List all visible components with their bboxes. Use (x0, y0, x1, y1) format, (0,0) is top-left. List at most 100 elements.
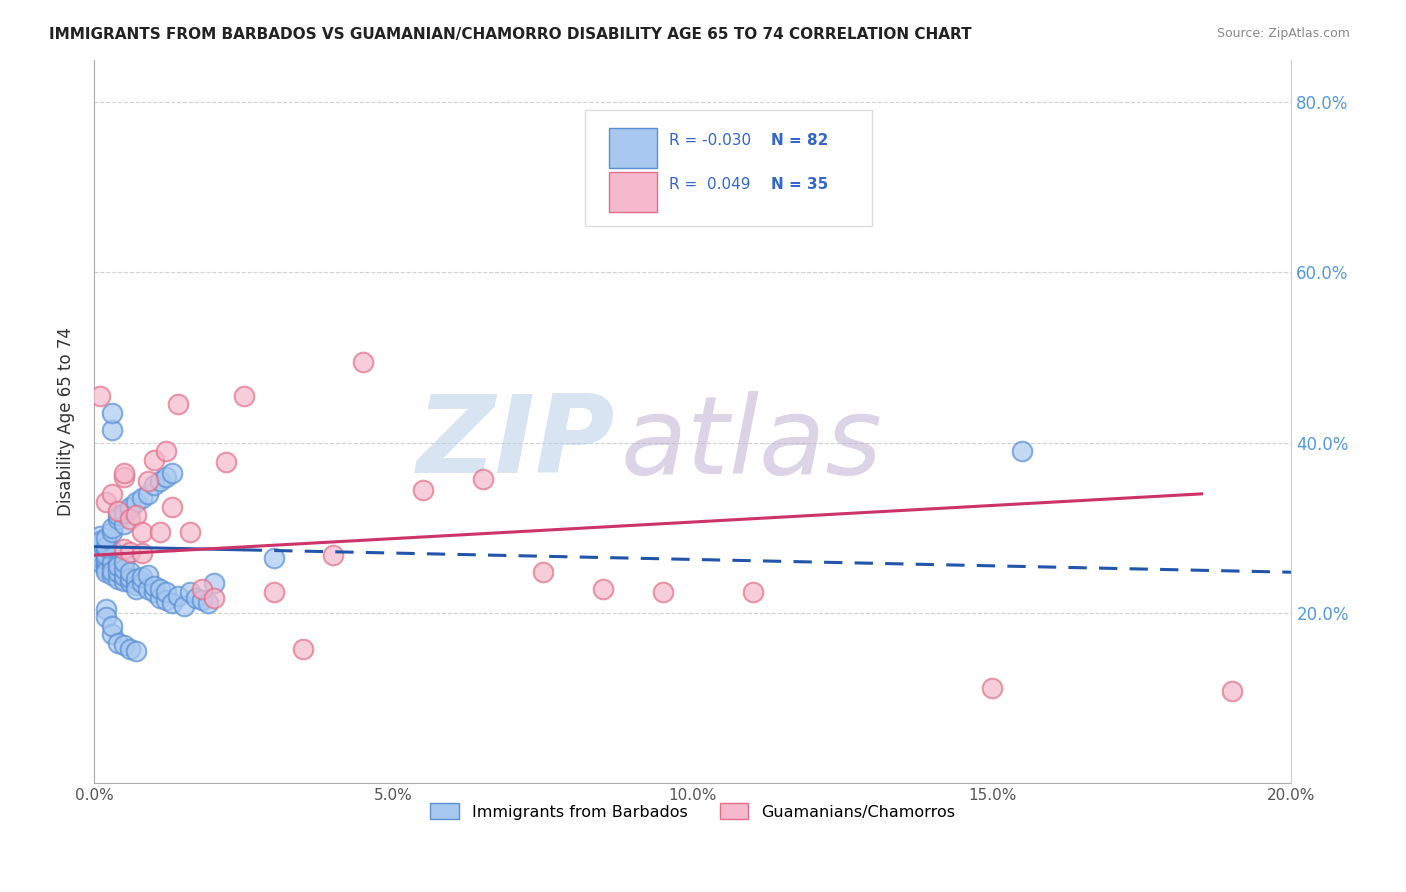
Point (107, 512, 129, 526)
Point (125, 572, 148, 586)
Point (160, 596, 183, 610)
Point (112, 516, 135, 531)
Point (190, 593, 212, 607)
Point (155, 584, 177, 599)
Point (125, 644, 148, 658)
Text: R =  0.049: R = 0.049 (669, 177, 751, 192)
Point (125, 508, 148, 523)
Point (1220, 684, 1243, 698)
Point (94, 562, 117, 576)
FancyBboxPatch shape (609, 128, 657, 169)
Point (101, 558, 124, 573)
FancyBboxPatch shape (585, 111, 872, 226)
Point (131, 491, 153, 505)
Point (179, 525, 201, 540)
Point (131, 576, 153, 591)
Point (101, 487, 124, 501)
Point (112, 506, 135, 520)
Point (352, 355, 374, 369)
Point (107, 636, 129, 650)
Point (981, 681, 1004, 695)
Point (101, 564, 124, 578)
Point (94, 610, 117, 624)
Point (107, 572, 129, 586)
Point (94, 602, 117, 616)
Point (202, 576, 225, 591)
Point (149, 525, 172, 540)
Point (118, 512, 141, 526)
Text: N = 82: N = 82 (770, 134, 828, 148)
Point (101, 543, 124, 558)
Point (101, 423, 124, 437)
Point (112, 466, 135, 480)
Point (651, 584, 673, 599)
Point (118, 575, 141, 590)
Point (155, 444, 177, 458)
Point (89, 389, 111, 403)
Text: R = -0.030: R = -0.030 (669, 134, 751, 148)
Point (112, 555, 135, 569)
Point (142, 478, 165, 492)
Legend: Immigrants from Barbados, Guamanians/Chamorros: Immigrants from Barbados, Guamanians/Cha… (425, 797, 962, 826)
Point (166, 397, 188, 411)
Point (89, 529, 111, 543)
Point (149, 582, 172, 597)
Point (118, 641, 141, 656)
Point (118, 545, 141, 559)
Text: Source: ZipAtlas.com: Source: ZipAtlas.com (1216, 27, 1350, 40)
Point (149, 591, 172, 605)
Y-axis label: Disability Age 65 to 74: Disability Age 65 to 74 (58, 327, 75, 516)
Point (197, 596, 219, 610)
Text: ZIP: ZIP (416, 390, 614, 496)
Point (166, 589, 188, 603)
Point (125, 495, 148, 509)
Point (112, 639, 135, 653)
FancyBboxPatch shape (609, 172, 657, 211)
Point (94, 565, 117, 579)
Point (160, 500, 183, 514)
Point (112, 569, 135, 583)
Point (531, 565, 554, 579)
Point (94, 559, 117, 574)
Point (112, 542, 135, 557)
Point (94, 531, 117, 545)
Point (89, 545, 111, 559)
Point (263, 550, 285, 565)
Point (179, 584, 201, 599)
Point (173, 599, 195, 614)
Point (112, 562, 135, 576)
Text: IMMIGRANTS FROM BARBADOS VS GUAMANIAN/CHAMORRO DISABILITY AGE 65 TO 74 CORRELATI: IMMIGRANTS FROM BARBADOS VS GUAMANIAN/CH… (49, 27, 972, 42)
Point (89, 546, 111, 560)
Point (160, 466, 183, 480)
Point (107, 565, 129, 579)
Point (118, 502, 141, 516)
Point (131, 546, 153, 560)
Point (94, 557, 117, 571)
Point (118, 571, 141, 585)
Point (136, 487, 159, 501)
Point (592, 582, 614, 597)
Point (101, 521, 124, 535)
Point (214, 454, 236, 468)
Point (136, 474, 159, 488)
Point (89, 550, 111, 565)
Point (112, 574, 135, 588)
Point (118, 565, 141, 579)
Point (472, 471, 495, 485)
Point (101, 555, 124, 569)
Point (155, 593, 177, 607)
Point (89, 548, 111, 562)
Point (263, 584, 285, 599)
Point (136, 582, 159, 597)
Point (136, 567, 159, 582)
Point (1011, 444, 1033, 458)
Point (131, 570, 153, 584)
Point (107, 504, 129, 518)
Point (142, 452, 165, 467)
Point (101, 567, 124, 582)
Point (94, 540, 117, 554)
Point (101, 619, 124, 633)
Point (131, 525, 153, 540)
Point (155, 470, 177, 484)
Point (94, 553, 117, 567)
